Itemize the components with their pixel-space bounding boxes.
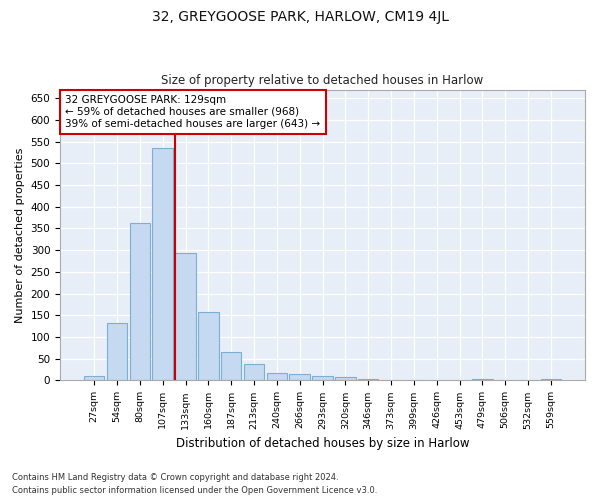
Text: 32, GREYGOOSE PARK, HARLOW, CM19 4JL: 32, GREYGOOSE PARK, HARLOW, CM19 4JL [151,10,449,24]
Bar [107,322,127,380]
Bar [175,253,196,380]
Bar [289,374,310,380]
Bar [244,364,264,380]
X-axis label: Distribution of detached houses by size in Harlow: Distribution of detached houses by size … [176,437,469,450]
Bar [198,312,218,380]
Bar [335,376,356,380]
Bar [266,373,287,380]
Text: 32 GREYGOOSE PARK: 129sqm
← 59% of detached houses are smaller (968)
39% of semi: 32 GREYGOOSE PARK: 129sqm ← 59% of detac… [65,96,320,128]
Bar [84,376,104,380]
Text: Contains HM Land Registry data © Crown copyright and database right 2024.
Contai: Contains HM Land Registry data © Crown c… [12,474,377,495]
Title: Size of property relative to detached houses in Harlow: Size of property relative to detached ho… [161,74,484,87]
Bar [358,378,379,380]
Bar [152,148,173,380]
Bar [130,224,150,380]
Y-axis label: Number of detached properties: Number of detached properties [15,148,25,322]
Bar [472,379,493,380]
Bar [221,352,241,380]
Bar [541,379,561,380]
Bar [312,376,333,380]
